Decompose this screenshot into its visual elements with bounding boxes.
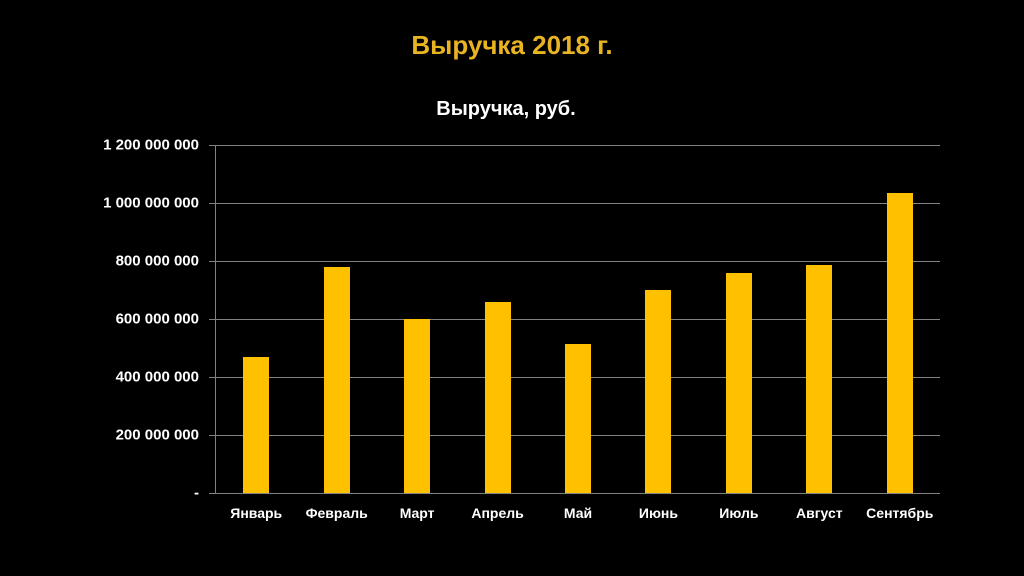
x-axis-tick-label: Июнь (638, 505, 678, 521)
x-axis-tick-label: Март (399, 505, 435, 521)
y-axis-tick-label: 1 200 000 000 (103, 136, 199, 154)
y-axis-tick-label: 1 000 000 000 (103, 194, 199, 212)
gridline (209, 261, 940, 262)
bar-март (404, 319, 431, 493)
gridline (209, 203, 940, 204)
x-axis-tick-label: Апрель (471, 505, 524, 521)
y-axis-tick-label: 600 000 000 (115, 310, 199, 328)
y-axis-tick-label: - (194, 484, 199, 502)
y-axis-tick-label: 200 000 000 (115, 426, 199, 444)
gridline (209, 493, 940, 494)
chart-title: Выручка, руб. (436, 98, 576, 120)
bar-январь (243, 356, 270, 493)
revenue-bar-chart: Выручка, руб. 1 200 000 000 1 000 000 000… (70, 98, 942, 543)
bar-апрель (484, 301, 511, 493)
slide-title: Выручка 2018 г. (411, 30, 613, 60)
bar-июнь (645, 290, 672, 493)
y-axis-tick-label: 800 000 000 (115, 252, 199, 270)
x-axis-tick-label: Февраль (305, 505, 368, 521)
plot-area: 1 200 000 000 1 000 000 000 800 000 000 600… (103, 137, 940, 521)
x-axis-tick-label: Август (796, 505, 843, 521)
bar-сентябрь (886, 192, 913, 493)
x-axis-tick-label: Январь (230, 505, 283, 521)
x-axis-tick-label: Сентябрь (866, 505, 934, 521)
bar-август (806, 265, 833, 493)
x-axis-tick-label: Май (563, 505, 593, 521)
gridline (209, 145, 940, 146)
x-axis-tick-label: Июль (719, 505, 759, 521)
gridline (209, 319, 940, 320)
bar-май (565, 343, 591, 493)
bar-июль (725, 272, 752, 493)
bar-февраль (323, 266, 350, 493)
y-axis-tick-label: 400 000 000 (115, 368, 199, 386)
